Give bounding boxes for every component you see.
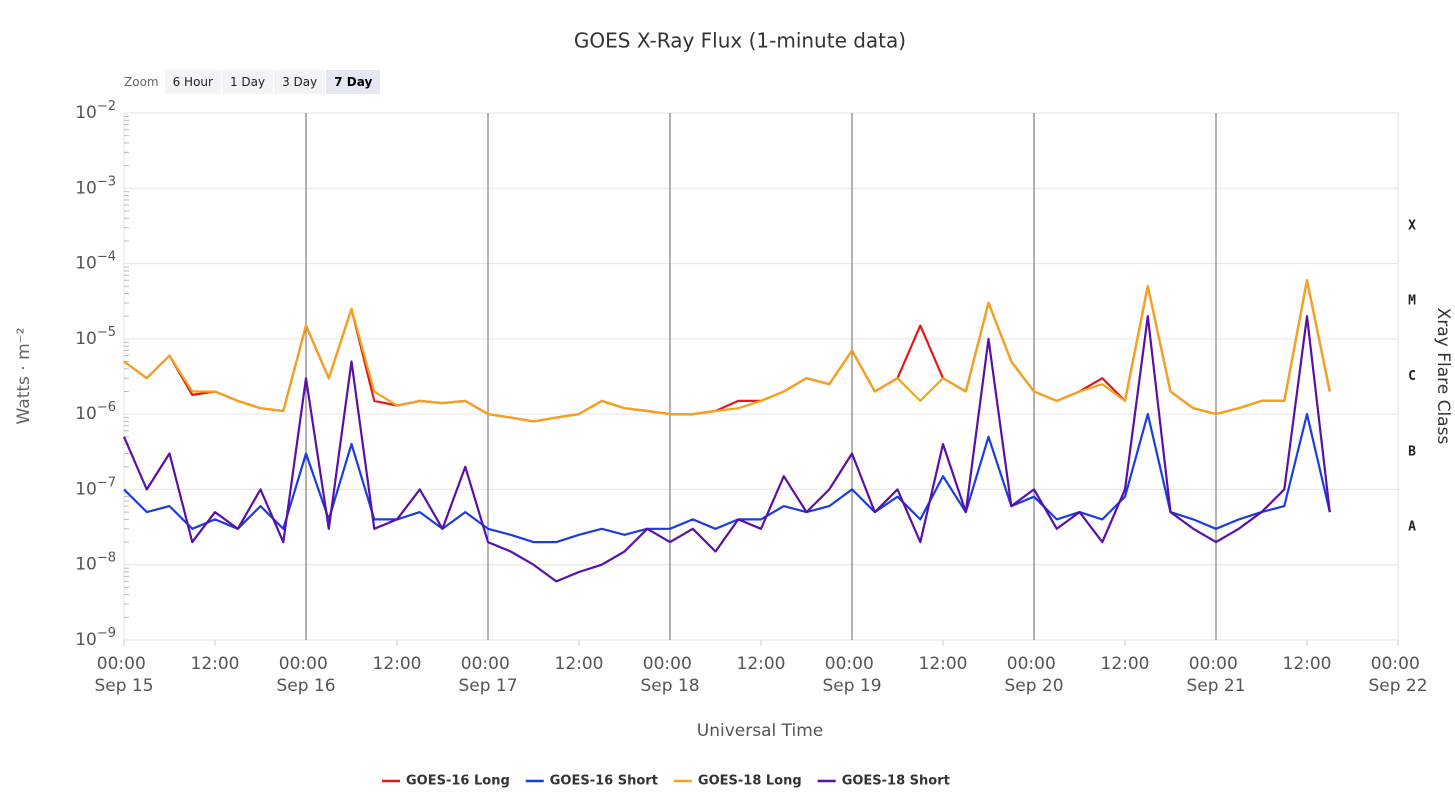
x-tick-label: 00:00 Sep 15 (94, 654, 153, 696)
legend-label: GOES-16 Long (406, 774, 510, 789)
zoom-button[interactable]: 3 Day (274, 70, 326, 94)
y-tick-label: 10−9 (75, 626, 116, 651)
x-tick-label: 12:00 (555, 654, 604, 674)
chart-title: GOES X-Ray Flux (1-minute data) (574, 29, 906, 53)
legend-label: GOES-16 Short (550, 774, 658, 789)
y-tick-label: 10−2 (75, 99, 116, 124)
x-tick-label: 12:00 (373, 654, 422, 674)
zoom-button[interactable]: 7 Day (326, 70, 381, 94)
zoom-button[interactable]: 1 Day (221, 70, 274, 94)
series-line (123, 279, 1331, 423)
flare-class-label: X (1408, 218, 1416, 233)
series-line (122, 315, 1331, 583)
x-tick-label: 00:00 Sep 18 (640, 654, 699, 696)
y-tick-label: 10−5 (75, 324, 116, 349)
x-tick-label: 12:00 (191, 654, 240, 674)
x-tick-label: 00:00 Sep 20 (1004, 654, 1063, 696)
x-tick-label: 00:00 Sep 21 (1186, 654, 1245, 696)
legend: GOES-16 Long GOES-16 Short GOES-18 Long GOE… (382, 774, 950, 789)
y-tick-label: 10−6 (75, 400, 116, 425)
y-tick-label: 10−8 (75, 550, 116, 575)
zoom-button[interactable]: 6 Hour (164, 70, 221, 94)
legend-label: GOES-18 Long (698, 774, 802, 789)
y-tick-label: 10−4 (75, 249, 116, 274)
y-tick-label: 10−3 (75, 174, 116, 199)
x-axis-label: Universal Time (697, 721, 823, 741)
x-tick-label: 12:00 (1283, 654, 1332, 674)
x-tick-label: 00:00 Sep 19 (822, 654, 881, 696)
x-tick-label: 12:00 (1101, 654, 1150, 674)
y-tick-label: 10−7 (75, 475, 116, 500)
flare-class-label: M (1408, 294, 1416, 309)
y-axis-label: Watts · m⁻² (14, 328, 34, 425)
series-line (123, 413, 1331, 544)
x-tick-label: 00:00 Sep 22 (1368, 654, 1427, 696)
plot-area (123, 112, 1399, 641)
flare-class-label: A (1408, 520, 1416, 535)
legend-label: GOES-18 Short (842, 774, 950, 789)
x-tick-label: 00:00 Sep 16 (276, 654, 335, 696)
zoom-bar: Zoom 6 Hour 1 Day 3 Day 7 Day (120, 70, 381, 94)
flare-class-label: C (1408, 369, 1416, 384)
flare-class-label: B (1408, 444, 1416, 459)
series-line (123, 279, 1331, 423)
x-tick-label: 12:00 (919, 654, 968, 674)
zoom-label: Zoom (124, 75, 159, 89)
x-tick-label: 00:00 Sep 17 (458, 654, 517, 696)
x-tick-label: 12:00 (737, 654, 786, 674)
y2-axis-label: Xray Flare Class (1433, 308, 1453, 445)
